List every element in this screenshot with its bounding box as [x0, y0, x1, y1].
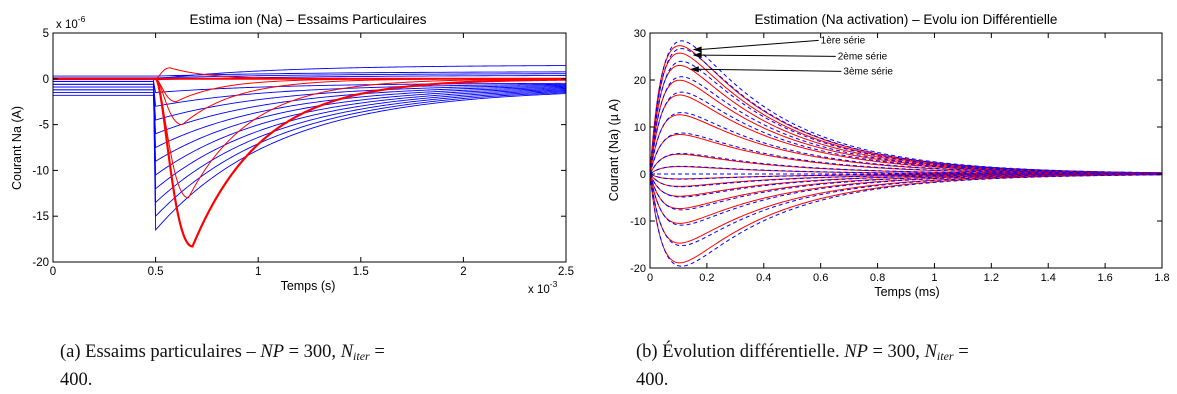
chart-b-series-dashed	[649, 173, 1163, 247]
chart-b-series-solid	[649, 45, 1163, 175]
chart-b-annotation-arrow	[700, 39, 819, 50]
chart-b-x-tick-label: 0.2	[699, 272, 714, 284]
caption-b-np: NP	[844, 342, 868, 362]
caption-b: (b) Évolution différentielle. NP = 300, …	[636, 340, 1156, 392]
chart-b-x-tick-label: 0.8	[870, 272, 885, 284]
chart-b-axes: 0 0.2 0.4 0.6 0.8 1 1.2 1.4 1.6 1.8 30 20 10 0 -10 -20	[630, 28, 1170, 284]
chart-b-y-tick-label: 0	[640, 169, 646, 181]
chart-b-series-dashed	[649, 112, 1163, 175]
caption-b-n: N	[924, 342, 937, 362]
chart-a-y-exponent-power: -6	[78, 14, 86, 24]
caption-a-eq1: = 300,	[284, 342, 341, 362]
chart-a-series-blue	[53, 86, 567, 149]
caption-a-cont: 400.	[60, 370, 93, 390]
chart-b-annotation-arrowhead	[692, 46, 702, 53]
chart-a-y-tick-label: 5	[43, 28, 49, 40]
chart-a-axes: 0 0.5 1 1.5 2 2.5 5 0 -5 -10 -15 -20	[32, 28, 574, 278]
chart-a-y-tick-label: -10	[32, 165, 49, 177]
chart-b-y-tick-label: 20	[634, 75, 646, 87]
chart-b-annotations: 1ère série 2ème série 3ème série	[689, 35, 893, 77]
chart-a-series-blue	[53, 81, 567, 190]
caption-a-np: NP	[260, 342, 284, 362]
caption-a-prefix: (a) Essaims particulaires –	[60, 342, 261, 362]
caption-b-cont: 400.	[636, 370, 669, 390]
chart-b-x-tick-label: 1.8	[1154, 272, 1169, 284]
chart-b-annotation-arrow	[697, 68, 842, 72]
chart-b-title: Estimation (Na activation) – Evolu ion D…	[755, 12, 1058, 27]
chart-a-y-tick-label: -20	[32, 257, 49, 269]
chart-a-x-tick-label: 2	[460, 266, 466, 278]
chart-b-series-dashed	[649, 48, 1163, 175]
chart-b-x-tick-label: 0	[647, 272, 653, 284]
chart-a-y-tick-label: -5	[39, 120, 49, 132]
chart-a-series-blue	[53, 86, 567, 218]
caption-b-prefix: (b) Évolution différentielle.	[636, 342, 845, 362]
chart-b-y-label: Courant (Na) (µ A)	[607, 99, 621, 201]
chart-b-annotation-label: 1ère série	[821, 35, 866, 46]
chart-b-series-dashed	[649, 173, 1163, 198]
chart-a-x-label: Temps (s)	[281, 279, 336, 293]
caption-b-sub: iter	[936, 349, 954, 363]
caption-b-eq1: = 300,	[867, 342, 925, 362]
caption-a-sub: iter	[353, 349, 370, 363]
chart-b-x-tick-label: 0.6	[813, 272, 828, 284]
chart-a-axes-box	[52, 32, 567, 263]
chart-a-x-tick-label: 1.5	[353, 266, 369, 278]
chart-a-series-red	[53, 77, 567, 248]
chart-a-plot-area	[53, 65, 567, 248]
caption-b-eq2: =	[953, 342, 969, 362]
chart-b-y-tick-label: -20	[630, 263, 646, 275]
chart-b-x-tick-label: 1.4	[1041, 272, 1056, 284]
chart-a-y-label: Courant Na (A)	[10, 106, 24, 190]
caption-a-eq2: =	[369, 342, 385, 362]
chart-a-x-tick-label: 0.5	[148, 266, 164, 278]
chart-a-y-exponent: x 10-6	[56, 14, 86, 31]
chart-a-x-exponent: x 10-3	[528, 279, 558, 296]
chart-a-x-tick-label: 0	[50, 266, 56, 278]
chart-b-y-tick-label: 30	[634, 28, 646, 40]
chart-a-series-blue	[53, 83, 567, 204]
chart-a-series-blue	[53, 71, 567, 77]
chart-a-series-blue	[53, 88, 567, 163]
chart-b-annotation-arrow	[700, 54, 836, 57]
chart-a-series-blue	[53, 89, 567, 232]
chart-b-x-tick-label: 1	[931, 272, 937, 284]
chart-b-annotation-label: 3ème série	[843, 66, 893, 77]
chart-b-annotation-arrowhead	[689, 66, 699, 73]
chart-a-y-tick-label: 0	[43, 74, 49, 86]
chart-a-y-tick-label: -15	[32, 211, 49, 223]
chart-b-y-tick-label: 10	[634, 122, 646, 134]
chart-b-series-dashed	[649, 40, 1163, 175]
chart-b-series-dashed	[649, 91, 1163, 175]
chart-a-x-tick-label: 2.5	[558, 266, 574, 278]
chart-a: Estima ion (Na) – Essaims Particulaires …	[10, 12, 574, 296]
chart-b-series-solid	[649, 52, 1163, 175]
chart-b-series-dashed	[649, 173, 1163, 267]
chart-b-x-tick-label: 1.2	[984, 272, 999, 284]
chart-b-annotation-arrowhead	[692, 52, 702, 59]
chart-b-series-solid	[649, 173, 1163, 264]
caption-a-n: N	[340, 342, 354, 362]
chart-b-series-dashed	[649, 132, 1163, 175]
chart-b: Estimation (Na activation) – Evolu ion D…	[607, 12, 1170, 299]
chart-b-y-tick-label: -10	[630, 216, 646, 228]
chart-a-x-exponent-base: x 10	[528, 284, 550, 296]
chart-a-y-exponent-base: x 10	[56, 19, 78, 31]
chart-b-x-tick-label: 1.6	[1097, 272, 1112, 284]
chart-b-x-label: Temps (ms)	[874, 285, 939, 299]
chart-b-annotation-label: 2ème série	[838, 51, 888, 62]
chart-b-x-tick-label: 0.4	[756, 272, 771, 284]
chart-b-plot-area	[649, 40, 1163, 267]
chart-a-x-tick-label: 1	[255, 266, 261, 278]
chart-a-title: Estima ion (Na) – Essaims Particulaires	[189, 12, 426, 27]
chart-a-x-exponent-power: -3	[550, 279, 558, 289]
chart-b-axes-box	[649, 32, 1163, 269]
caption-a: (a) Essaims particulaires – NP = 300, Ni…	[60, 340, 560, 392]
